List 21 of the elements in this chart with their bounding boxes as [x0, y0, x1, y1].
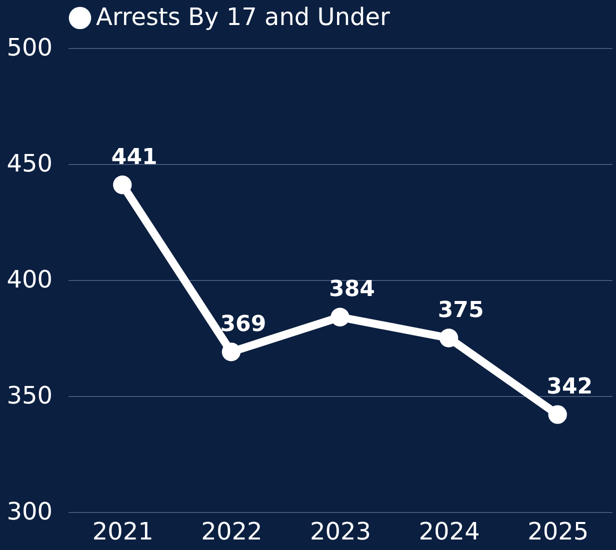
y-tick-label: 300: [6, 498, 52, 526]
point: [439, 328, 458, 348]
x-tick-label: 2025: [528, 518, 589, 546]
data-label: 441: [111, 144, 158, 170]
point: [330, 308, 350, 326]
y-tick-label: 400: [6, 266, 52, 294]
y-tick-label: 500: [6, 34, 52, 62]
x-tick-label: 2022: [201, 518, 262, 546]
data-label: 342: [546, 374, 593, 400]
point: [222, 342, 241, 362]
data-label: 369: [220, 312, 266, 337]
point: [113, 176, 132, 194]
x-tick-label: 2024: [418, 518, 480, 546]
y-tick-label: 350: [6, 382, 52, 410]
point: [548, 405, 567, 424]
data-label: 384: [329, 277, 375, 302]
legend-label: Arrests By 17 and Under: [96, 3, 390, 31]
x-tick-label: 2023: [310, 518, 372, 546]
y-tick-label: 450: [6, 150, 52, 178]
x-tick-label: 2021: [92, 518, 154, 546]
data-label: 375: [438, 298, 484, 323]
